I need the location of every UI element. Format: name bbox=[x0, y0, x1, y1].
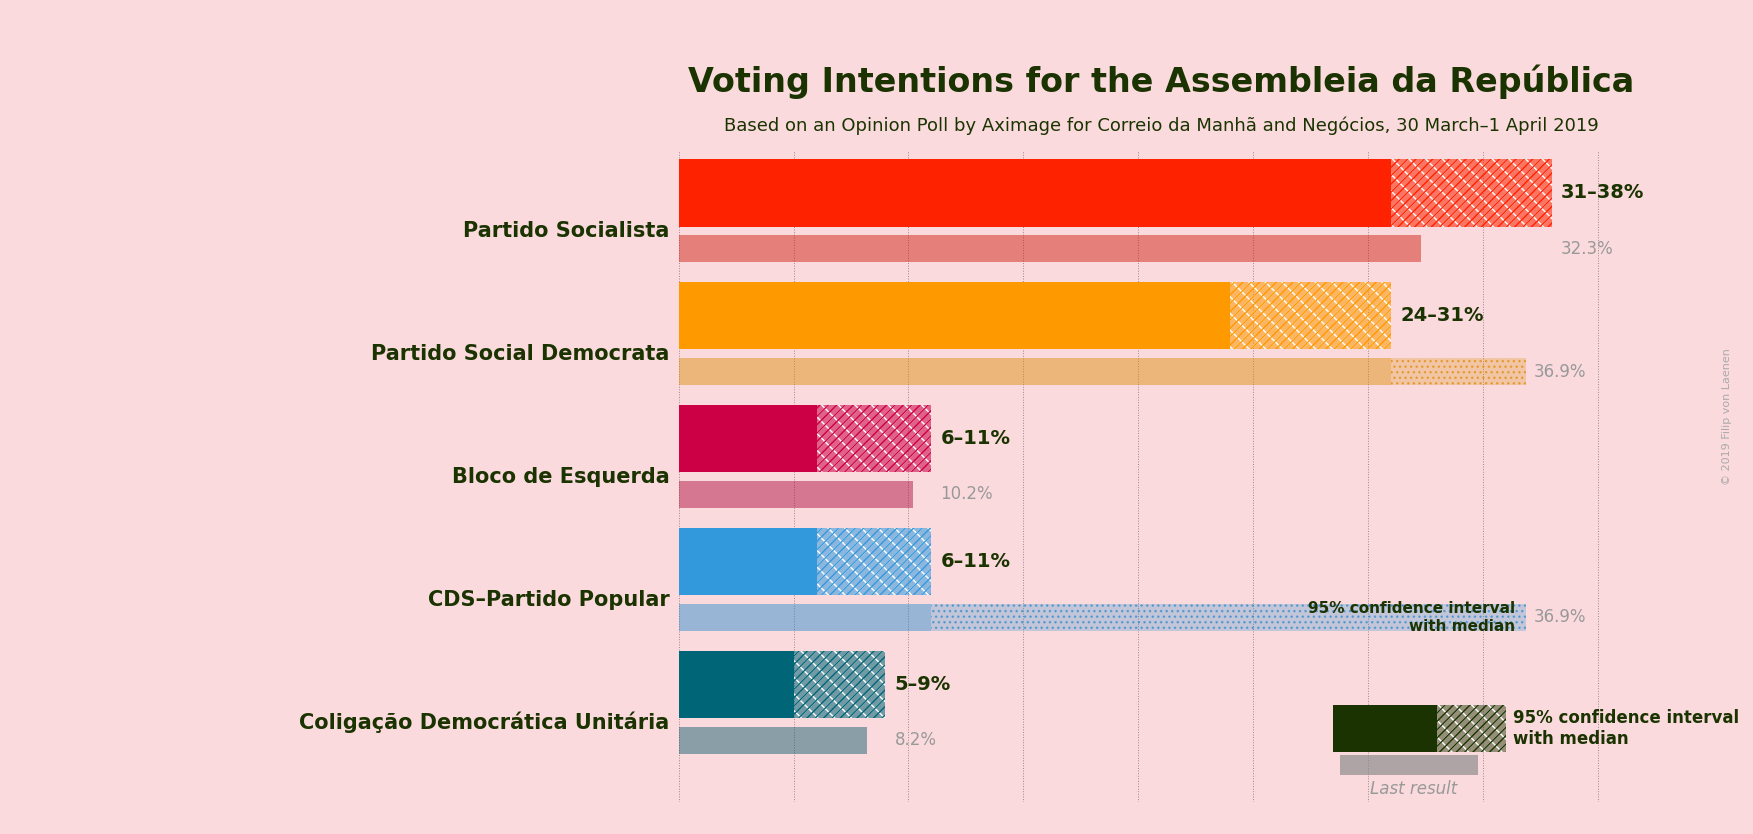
Bar bbox=[1231, 282, 1390, 349]
Text: Last result: Last result bbox=[1371, 780, 1457, 798]
Bar bbox=[817, 528, 931, 595]
Bar bbox=[931, 604, 1527, 631]
Text: Coligação Democrática Unitária: Coligação Democrática Unitária bbox=[300, 711, 670, 733]
Bar bbox=[794, 651, 885, 718]
Text: 8.2%: 8.2% bbox=[894, 731, 936, 749]
Bar bbox=[1437, 706, 1506, 752]
Text: 36.9%: 36.9% bbox=[1534, 608, 1586, 626]
Bar bbox=[1390, 358, 1527, 385]
Text: 95% confidence interval
with median: 95% confidence interval with median bbox=[1513, 709, 1739, 748]
Text: Bloco de Esquerda: Bloco de Esquerda bbox=[452, 466, 670, 486]
Bar bbox=[817, 404, 931, 472]
Bar bbox=[678, 282, 1231, 349]
Bar bbox=[931, 604, 1527, 631]
Bar bbox=[1390, 358, 1527, 385]
Bar bbox=[678, 604, 931, 631]
Bar bbox=[817, 528, 931, 595]
Bar bbox=[1390, 159, 1551, 227]
Text: 24–31%: 24–31% bbox=[1401, 306, 1483, 325]
Bar bbox=[678, 358, 1390, 385]
Bar bbox=[817, 528, 931, 595]
Bar bbox=[678, 235, 1420, 262]
Text: Partido Social Democrata: Partido Social Democrata bbox=[372, 344, 670, 364]
Text: 5–9%: 5–9% bbox=[894, 675, 950, 694]
Bar bbox=[1341, 756, 1478, 775]
Text: 6–11%: 6–11% bbox=[941, 552, 1010, 571]
Text: CDS–Partido Popular: CDS–Partido Popular bbox=[428, 590, 670, 610]
Bar bbox=[794, 651, 885, 718]
Bar bbox=[1390, 159, 1551, 227]
Bar bbox=[1334, 706, 1437, 752]
Text: © 2019 Filip von Laenen: © 2019 Filip von Laenen bbox=[1721, 349, 1732, 485]
Bar bbox=[1231, 282, 1390, 349]
Bar bbox=[678, 726, 868, 754]
Bar bbox=[678, 159, 1390, 227]
Bar bbox=[1437, 706, 1506, 752]
Text: Based on an Opinion Poll by Aximage for Correio da Manhã and Negócios, 30 March–: Based on an Opinion Poll by Aximage for … bbox=[724, 116, 1599, 134]
Bar bbox=[817, 404, 931, 472]
Bar bbox=[1231, 282, 1390, 349]
Text: Partido Socialista: Partido Socialista bbox=[463, 221, 670, 241]
Bar bbox=[678, 404, 817, 472]
Text: 95% confidence interval
with median: 95% confidence interval with median bbox=[1308, 601, 1515, 634]
Text: 36.9%: 36.9% bbox=[1534, 363, 1586, 380]
Text: 31–38%: 31–38% bbox=[1560, 183, 1644, 202]
Bar bbox=[678, 528, 817, 595]
Text: 32.3%: 32.3% bbox=[1560, 239, 1615, 258]
Text: Voting Intentions for the Assembleia da República: Voting Intentions for the Assembleia da … bbox=[687, 64, 1634, 98]
Bar bbox=[1437, 706, 1506, 752]
Bar bbox=[678, 651, 794, 718]
Bar bbox=[794, 651, 885, 718]
Bar bbox=[1390, 159, 1551, 227]
Bar bbox=[817, 404, 931, 472]
Text: 6–11%: 6–11% bbox=[941, 429, 1010, 448]
Text: 10.2%: 10.2% bbox=[941, 485, 994, 504]
Bar bbox=[678, 481, 913, 508]
